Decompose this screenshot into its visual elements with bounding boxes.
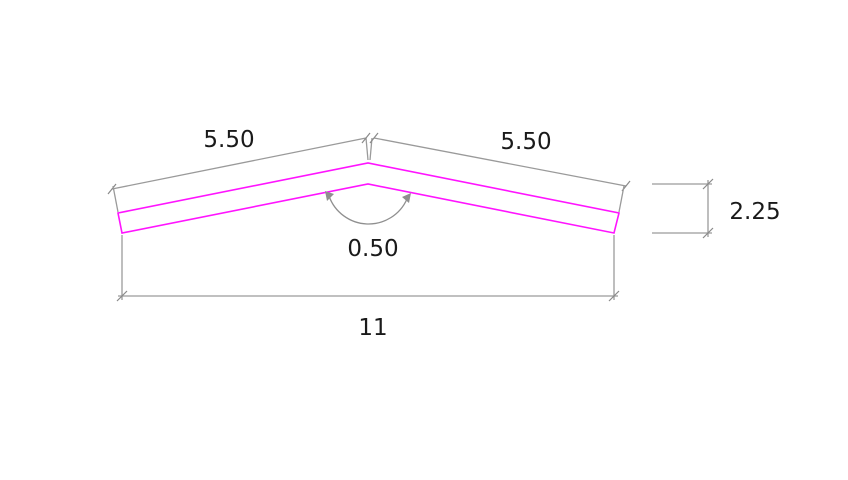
angle-label: 0.50	[347, 236, 398, 262]
height-tick-bottom	[702, 227, 714, 239]
roof-profile-outline	[117, 162, 620, 234]
left-slope-label: 5.50	[203, 127, 254, 153]
span-label: 11	[358, 315, 387, 341]
right-slope-extension-end	[618, 185, 625, 213]
right-slope-label: 5.50	[500, 129, 551, 155]
height-tick-top	[702, 178, 714, 190]
angle-arc	[328, 195, 408, 225]
span-tick-right	[608, 290, 620, 302]
right-slope-tick-start	[369, 132, 379, 144]
angle-arrow-right	[402, 193, 411, 203]
left-slope-extension-start	[112, 185, 119, 213]
right-slope-dimension-line	[373, 137, 627, 187]
left-slope-dimension-line	[111, 137, 367, 190]
height-label: 2.25	[729, 199, 780, 225]
left-slope-tick-start	[107, 183, 117, 195]
left-slope-extension-line	[365, 137, 369, 161]
left-slope-tick-end	[361, 132, 371, 144]
span-tick-left	[116, 290, 128, 302]
angle-arrow-left	[325, 191, 334, 201]
